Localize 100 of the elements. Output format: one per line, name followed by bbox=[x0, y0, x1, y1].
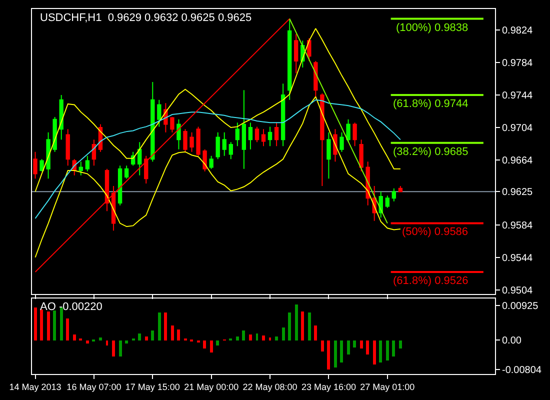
bar bbox=[321, 340, 324, 352]
y-tick-label: 0.9664 bbox=[502, 155, 534, 166]
candlestick bbox=[52, 116, 57, 152]
candlestick bbox=[242, 90, 246, 170]
candlestick bbox=[59, 94, 64, 140]
candlestick bbox=[274, 122, 279, 147]
y-tick-label: 0.9544 bbox=[502, 252, 534, 264]
candlestick bbox=[326, 132, 331, 180]
y-tick-label: 0.9584 bbox=[502, 220, 534, 232]
y-tick-label: 0.9625 bbox=[502, 187, 534, 198]
candlestick bbox=[209, 155, 214, 170]
candlestick bbox=[228, 142, 233, 160]
bar bbox=[314, 325, 317, 340]
candlestick bbox=[307, 38, 312, 62]
candlestick bbox=[85, 155, 90, 172]
bar bbox=[366, 340, 369, 354]
x-tick-label: 23 May 16:00 bbox=[301, 382, 356, 392]
candlestick bbox=[66, 128, 70, 166]
candlestick bbox=[340, 132, 344, 152]
bar bbox=[340, 340, 343, 362]
y-tick-label: 0.9704 bbox=[502, 123, 534, 134]
bar bbox=[360, 340, 363, 348]
candlestick bbox=[183, 128, 188, 152]
candlestick bbox=[320, 92, 324, 186]
candlestick bbox=[92, 139, 96, 166]
bar bbox=[353, 340, 356, 348]
bar bbox=[275, 336, 278, 340]
bar bbox=[210, 340, 213, 352]
bar bbox=[295, 304, 298, 340]
bar bbox=[386, 340, 389, 360]
bar bbox=[158, 312, 161, 340]
x-tick-label: 27 May 01:00 bbox=[360, 382, 415, 392]
y-tick-label: 0.9744 bbox=[502, 90, 534, 102]
candlestick bbox=[294, 34, 298, 74]
bar bbox=[301, 311, 304, 340]
bar bbox=[399, 340, 402, 348]
bar bbox=[392, 340, 395, 356]
candlestick bbox=[157, 99, 162, 128]
bar bbox=[308, 312, 311, 340]
candlestick bbox=[170, 116, 174, 133]
bar bbox=[242, 330, 245, 340]
bar bbox=[282, 327, 285, 340]
candlestick bbox=[216, 132, 220, 160]
candlestick bbox=[287, 18, 292, 100]
bar bbox=[106, 340, 108, 346]
candlestick bbox=[235, 122, 240, 147]
candlestick bbox=[352, 122, 357, 147]
bar bbox=[171, 325, 174, 340]
bar bbox=[262, 335, 265, 340]
bar bbox=[269, 337, 271, 340]
candlestick bbox=[138, 142, 142, 176]
bar bbox=[47, 311, 50, 340]
candlestick bbox=[268, 126, 272, 147]
candlestick bbox=[150, 82, 155, 162]
candlestick bbox=[33, 151, 38, 180]
candlestick bbox=[202, 148, 207, 172]
candlestick bbox=[280, 83, 286, 147]
ref-line-label: (50%) 0.9586 bbox=[402, 226, 468, 238]
candlestick bbox=[46, 132, 50, 180]
candlestick bbox=[261, 128, 266, 147]
candlestick bbox=[398, 185, 403, 192]
bar bbox=[288, 312, 291, 340]
chart-title: AO -0.00220 bbox=[40, 301, 102, 313]
candlestick bbox=[248, 122, 253, 150]
ref-line-label: (100%) 0.9838 bbox=[396, 22, 468, 34]
bar bbox=[164, 312, 167, 340]
y-tick-label: 0.00925 bbox=[502, 301, 539, 312]
x-tick-label: 16 May 07:00 bbox=[66, 382, 122, 392]
bar bbox=[34, 307, 37, 340]
bar bbox=[203, 340, 206, 348]
bar bbox=[53, 310, 56, 340]
bar bbox=[73, 334, 76, 340]
y-tick-label: 0.9504 bbox=[502, 285, 534, 296]
candlestick bbox=[78, 161, 84, 176]
bar bbox=[347, 340, 350, 354]
bar bbox=[151, 330, 154, 340]
bar bbox=[125, 340, 128, 344]
bar bbox=[119, 340, 122, 356]
candlestick bbox=[254, 126, 260, 143]
candlestick bbox=[385, 195, 390, 208]
y-tick-label: -0.00804 bbox=[502, 365, 542, 376]
bar bbox=[327, 340, 330, 370]
candlestick bbox=[124, 165, 129, 180]
bar bbox=[40, 309, 43, 340]
ref-line-label: (38.2%) 0.9685 bbox=[393, 146, 468, 158]
candlestick bbox=[314, 60, 318, 98]
bar bbox=[373, 340, 376, 364]
x-tick-label: 22 May 08:00 bbox=[242, 382, 298, 392]
bar bbox=[256, 333, 258, 340]
bar bbox=[379, 340, 382, 362]
candlestick bbox=[359, 139, 364, 172]
y-tick-label: 0.00 bbox=[502, 335, 522, 346]
bar bbox=[86, 340, 89, 344]
y-tick-label: 0.9824 bbox=[502, 26, 534, 37]
bar bbox=[145, 336, 148, 340]
candlestick bbox=[176, 118, 181, 150]
x-tick-label: 17 May 15:00 bbox=[125, 382, 180, 392]
candlestick bbox=[118, 165, 122, 206]
x-tick-label: 21 May 00:00 bbox=[184, 382, 239, 392]
candlestick bbox=[144, 155, 148, 184]
